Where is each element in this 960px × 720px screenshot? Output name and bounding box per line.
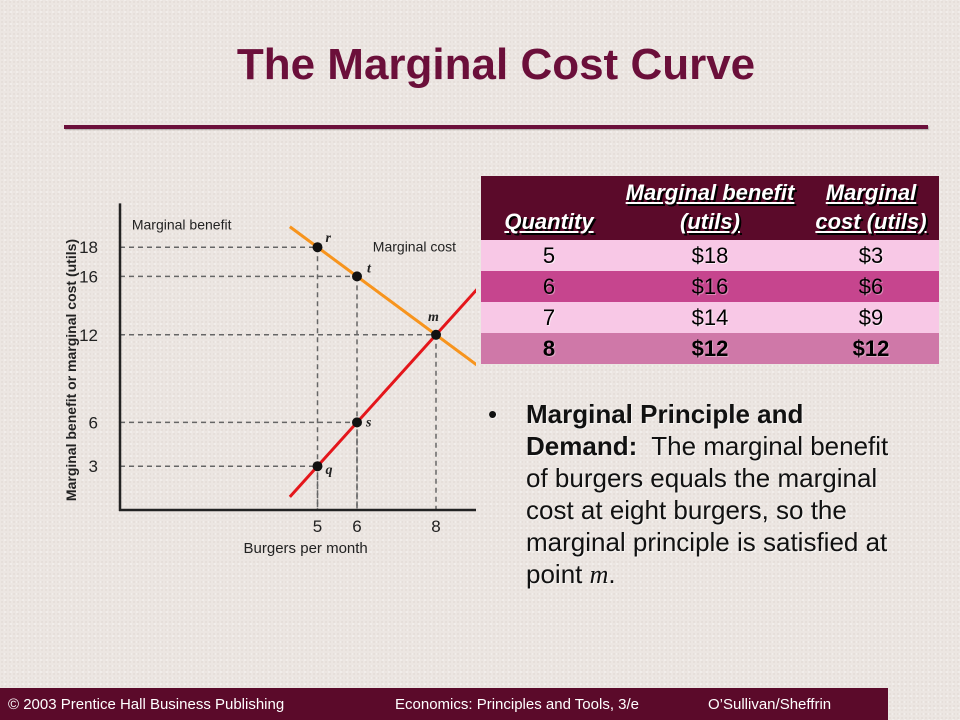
marginal-benefit-label: Marginal benefit <box>132 217 232 233</box>
y-tick-label: 3 <box>89 457 98 476</box>
table-row: 5 $18 $3 <box>481 240 939 271</box>
table-cell-marginal-cost: $6 <box>803 271 939 302</box>
table-cell-quantity: 7 <box>481 302 617 333</box>
title-rule <box>64 125 928 129</box>
table-cell-marginal-benefit: $18 <box>617 240 803 271</box>
table-cell-marginal-cost: $3 <box>803 240 939 271</box>
table-cell-quantity: 5 <box>481 240 617 271</box>
table-cell-marginal-benefit: $14 <box>617 302 803 333</box>
x-tick-label: 5 <box>313 517 322 536</box>
point-label-r: r <box>326 231 332 246</box>
slide-title: The Marginal Cost Curve <box>236 40 756 89</box>
marginal-benefit-line <box>288 225 476 367</box>
x-tick-label: 6 <box>352 517 361 536</box>
marginal-cost-label: Marginal cost <box>373 239 456 255</box>
marginal-cost-line <box>288 288 476 498</box>
table-header-marginal-cost: Marginal cost (utils) <box>803 176 939 240</box>
table-row: 7 $14 $9 <box>481 302 939 333</box>
marginal-cost-chart: Marginal benefit Marginal cost r t m s q 3 6 12 16… <box>63 203 476 557</box>
bullet-body-text: The marginal benefit of burgers equals t… <box>526 431 889 589</box>
bullet-point-m: m <box>589 560 609 589</box>
point-label-m: m <box>428 310 439 325</box>
y-tick-label: 16 <box>79 267 98 286</box>
table-cell-quantity: 6 <box>481 271 617 302</box>
point-label-t: t <box>367 261 372 276</box>
footer-book-title: Economics: Principles and Tools, 3/e <box>395 696 640 713</box>
bullet-dot: • <box>488 399 498 429</box>
table-cell-marginal-benefit: $12 <box>617 333 803 364</box>
point-label-q: q <box>326 463 333 478</box>
point-t <box>352 271 362 282</box>
point-s <box>352 417 362 428</box>
marginal-table: Quantity Marginal benefit (utils) Margin… <box>481 176 939 364</box>
table-header-marginal-benefit: Marginal benefit (utils) <box>617 176 803 240</box>
x-axis-label: Burgers per month <box>244 540 368 557</box>
footer-bar: © 2003 Prentice Hall Business Publishing… <box>0 688 888 720</box>
y-axis-label: Marginal benefit or marginal cost (utils… <box>63 239 79 501</box>
y-tick-label: 12 <box>79 326 98 345</box>
x-tick-label: 8 <box>431 517 440 536</box>
bullet-end: . <box>608 559 616 589</box>
table-row: 6 $16 $6 <box>481 271 939 302</box>
bullet-heading: Marginal Principle and Demand: <box>526 399 804 461</box>
table-cell-quantity: 8 <box>481 333 617 364</box>
point-m <box>431 329 441 340</box>
table-cell-marginal-benefit: $16 <box>617 271 803 302</box>
y-tick-label: 6 <box>89 413 98 432</box>
point-r <box>312 242 323 253</box>
point-label-s: s <box>365 415 372 430</box>
point-q <box>312 461 323 472</box>
bullet-text: Marginal Principle and Demand: The margi… <box>526 398 908 591</box>
table-row: 8 $12 $12 <box>481 333 939 364</box>
table-cell-marginal-cost: $9 <box>803 302 939 333</box>
table-header-quantity: Quantity <box>481 176 617 240</box>
table-cell-marginal-cost: $12 <box>803 333 939 364</box>
y-tick-label: 18 <box>79 238 98 257</box>
table-header-row: Quantity Marginal benefit (utils) Margin… <box>481 176 939 240</box>
footer-authors: O’Sullivan/Sheffrin <box>708 696 832 713</box>
footer-copyright: © 2003 Prentice Hall Business Publishing <box>8 696 285 713</box>
